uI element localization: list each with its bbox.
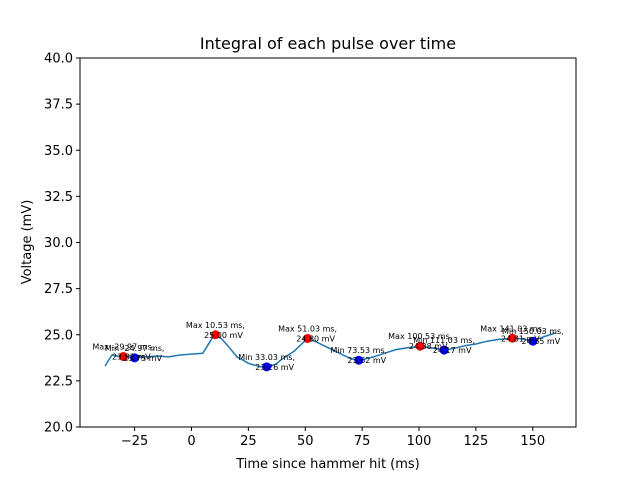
min-annotation: Min 111.03 ms, 24.17 mV [413,336,475,355]
min-point [528,336,538,346]
max-annotation: Max 141.03 ms, 24.81 mV [480,324,544,343]
max-annotation: Max -29.97 ms, 23.82 mV [92,343,154,362]
y-tick-label: 20.0 [44,421,73,436]
max-annotation: Max 100.53 ms, 24.38 mV [388,332,452,351]
y-tick-label: 27.5 [44,282,73,297]
max-point [118,352,128,362]
max-annotation: Max 10.53 ms, 25.00 mV [186,321,245,340]
x-tick-label: 150 [520,434,545,449]
x-tick-label: 50 [297,434,314,449]
x-axis-title: Time since hammer hit (ms) [235,457,420,472]
min-annotation: Min 73.53 ms, 23.62 mV [330,346,387,365]
y-axis-title: Voltage (mV) [20,200,35,285]
x-tick-label: 0 [187,434,195,449]
y-tick-label: 35.0 [44,144,73,159]
max-point [415,341,425,351]
x-tick-label: 75 [354,434,371,449]
y-tick-label: 30.0 [44,236,73,251]
min-point [130,353,140,363]
y-tick-label: 25.0 [44,328,73,343]
min-point [439,345,449,355]
x-tick-label: 125 [463,434,488,449]
chart-title: Integral of each pulse over time [200,34,456,53]
max-point [507,333,517,343]
y-tick-label: 37.5 [44,98,73,113]
x-tick-label: 25 [240,434,257,449]
min-annotation: Min -24.97 ms, 23.75 mV [105,344,165,363]
min-annotation: Min 150.03 ms, 24.65 mV [502,327,564,346]
x-tick-label: −25 [121,434,148,449]
min-point [354,355,364,365]
min-point [262,362,272,372]
x-tick-label: 100 [407,434,432,449]
y-tick-label: 40.0 [44,52,73,67]
y-tick-label: 22.5 [44,374,73,389]
max-point [210,330,220,340]
max-annotation: Max 51.03 ms, 24.80 mV [278,324,337,343]
min-annotation: Min 33.03 ms, 23.26 mV [238,353,295,372]
max-point [303,333,313,343]
y-tick-label: 32.5 [44,190,73,205]
plot-area: Max -29.97 ms, 23.82 mV Max 10.53 ms, 25.00… [44,52,577,449]
